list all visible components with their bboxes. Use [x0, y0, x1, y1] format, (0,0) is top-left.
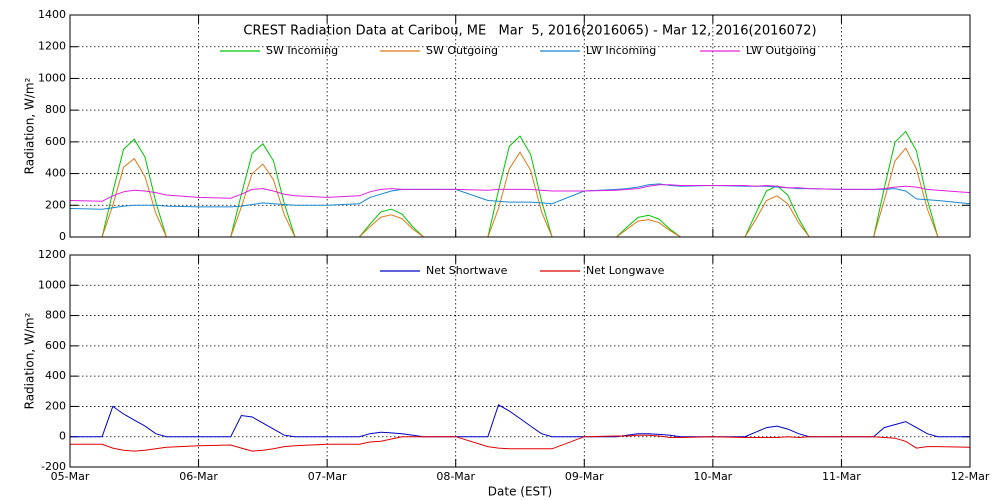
chart-title: CREST Radiation Data at Caribou, ME Mar … [243, 24, 816, 39]
y-axis-label: Radiation, W/m² [23, 77, 37, 174]
series-line [70, 130, 970, 238]
x-tick-label: 08-Mar [436, 470, 475, 483]
y-axis-label: Radiation, W/m² [23, 312, 37, 409]
y-tick-label: 1400 [38, 8, 66, 21]
y-tick-label: 800 [45, 309, 66, 322]
x-tick-label: 10-Mar [693, 470, 732, 483]
series-line [69, 184, 971, 202]
x-tick-label: 06-Mar [179, 470, 218, 483]
y-tick-label: 0 [59, 430, 66, 443]
series-line [70, 404, 970, 438]
y-tick-label: 200 [45, 198, 66, 211]
legend-label: LW Incoming [586, 44, 656, 57]
x-tick-label: 07-Mar [308, 470, 347, 483]
x-tick-label: 12-Mar [951, 470, 990, 483]
y-tick-label: 1200 [38, 40, 66, 53]
y-tick-label: 800 [45, 103, 66, 116]
y-tick-label: 600 [45, 339, 66, 352]
series-line [70, 434, 971, 452]
plot-frame [69, 14, 971, 238]
x-tick-label: 05-Mar [51, 470, 90, 483]
y-tick-label: -200 [41, 460, 66, 473]
legend-label: Net Longwave [586, 264, 665, 277]
x-axis-label: Date (EST) [488, 485, 552, 499]
legend-label: Net Shortwave [426, 264, 508, 277]
y-tick-label: 400 [45, 167, 66, 180]
plot-frame [69, 254, 971, 468]
legend-label: SW Outgoing [426, 44, 498, 57]
x-tick-label: 09-Mar [565, 470, 604, 483]
legend-label: LW Outgoing [746, 44, 816, 57]
legend-label: SW Incoming [266, 44, 338, 57]
x-tick-label: 11-Mar [822, 470, 861, 483]
y-tick-label: 1000 [38, 278, 66, 291]
y-tick-label: 200 [45, 399, 66, 412]
y-tick-label: 400 [45, 369, 66, 382]
y-tick-label: 1000 [38, 71, 66, 84]
y-tick-label: 600 [45, 135, 66, 148]
y-tick-label: 1200 [38, 248, 66, 261]
y-tick-label: 0 [59, 230, 66, 243]
series-line [70, 147, 970, 238]
